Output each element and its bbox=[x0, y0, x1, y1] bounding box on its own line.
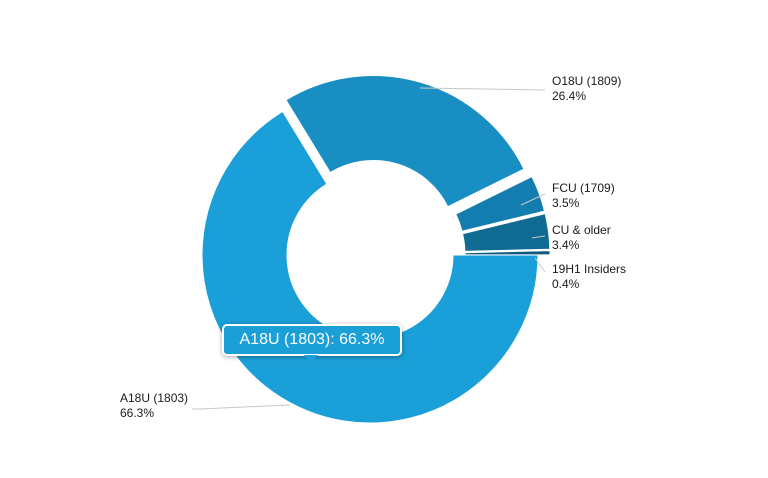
data-label-19h1-insiders: 19H1 Insiders 0.4% bbox=[552, 262, 626, 291]
label-value-a18u-1803: 66.3% bbox=[120, 406, 154, 420]
slice-o18u-1809[interactable] bbox=[285, 75, 525, 208]
connector-fcu-1709 bbox=[520, 193, 546, 206]
label-name-o18u-1809: O18U (1809) bbox=[552, 74, 621, 88]
data-label-cu-older: CU & older 3.4% bbox=[552, 223, 611, 252]
label-name-19h1-insiders: 19H1 Insiders bbox=[552, 262, 626, 276]
data-label-fcu-1709: FCU (1709) 3.5% bbox=[552, 181, 615, 210]
connector-a18u-1803 bbox=[192, 404, 291, 410]
connector-cu-older bbox=[531, 235, 546, 239]
data-label-o18u-1809: O18U (1809) 26.4% bbox=[552, 74, 621, 103]
donut-slices bbox=[201, 75, 551, 424]
tooltip-arrow bbox=[304, 355, 318, 363]
label-value-fcu-1709: 3.5% bbox=[552, 196, 580, 210]
label-value-19h1-insiders: 0.4% bbox=[552, 277, 580, 291]
label-value-cu-older: 3.4% bbox=[552, 238, 580, 252]
hover-tooltip: A18U (1803): 66.3% bbox=[222, 324, 402, 356]
label-value-o18u-1809: 26.4% bbox=[552, 89, 586, 103]
label-name-a18u-1803: A18U (1803) bbox=[120, 391, 188, 405]
connector-o18u-1809 bbox=[419, 87, 546, 91]
connector-19h1-insiders bbox=[534, 257, 546, 273]
slice-fcu-1709[interactable] bbox=[455, 175, 546, 232]
data-label-a18u-1803: A18U (1803) 66.3% bbox=[120, 391, 188, 420]
label-name-cu-older: CU & older bbox=[552, 223, 611, 237]
slice-cu-older[interactable] bbox=[461, 213, 551, 252]
label-name-fcu-1709: FCU (1709) bbox=[552, 181, 615, 195]
slice-19h1-insiders[interactable] bbox=[464, 250, 551, 256]
slice-labels: A18U (1803) 66.3% O18U (1809) 26.4% FCU (170… bbox=[120, 74, 626, 420]
